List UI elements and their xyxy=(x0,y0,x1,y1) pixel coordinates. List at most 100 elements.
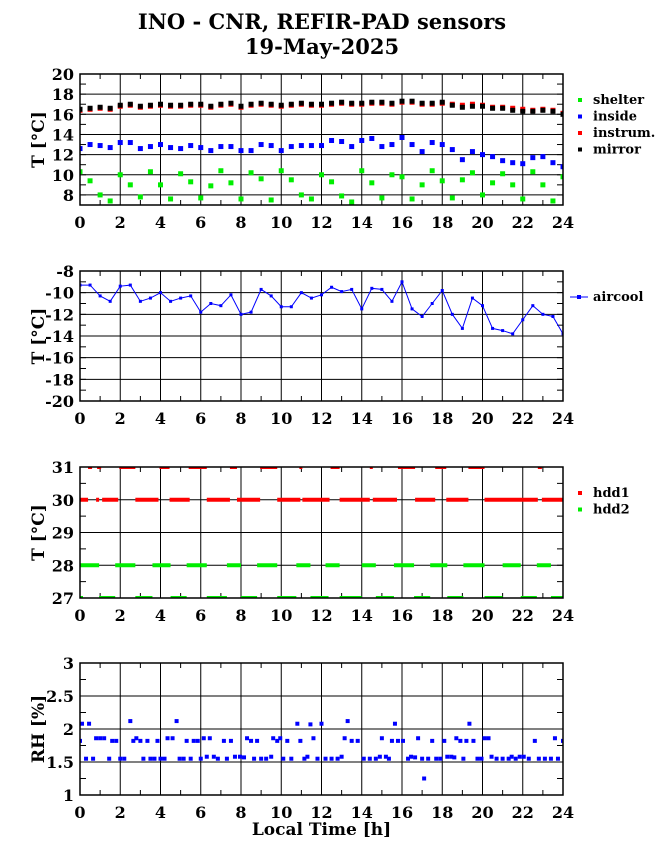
data-point xyxy=(178,171,184,177)
data-point xyxy=(329,138,335,144)
x-tick-label: 14 xyxy=(351,803,373,822)
data-segment xyxy=(484,596,503,598)
data-point xyxy=(409,142,415,148)
data-point xyxy=(298,738,303,743)
data-point xyxy=(137,194,143,200)
data-point xyxy=(470,296,474,300)
data-point xyxy=(245,736,250,741)
x-tick-label: 12 xyxy=(310,606,332,625)
data-point xyxy=(184,738,189,743)
data-point xyxy=(339,99,345,105)
legend-marker xyxy=(578,147,582,152)
data-point xyxy=(373,756,378,761)
x-tick-label: 14 xyxy=(351,606,373,625)
data-point xyxy=(232,754,237,759)
x-tick-label: 8 xyxy=(235,213,246,232)
data-point xyxy=(486,736,491,741)
data-point xyxy=(548,756,553,761)
data-point xyxy=(552,736,557,741)
data-point xyxy=(128,719,133,724)
data-point xyxy=(288,101,294,107)
data-point xyxy=(107,145,113,151)
data-point xyxy=(198,101,204,107)
data-point xyxy=(520,108,526,114)
x-tick-label: 6 xyxy=(195,409,206,428)
data-point xyxy=(97,143,103,149)
data-point xyxy=(80,738,82,743)
data-point xyxy=(323,756,328,761)
y-tick-label: -12 xyxy=(45,305,74,324)
panel-2: -20-18-16-14-12-10-80 2 4 6 8 10 12 14 16 18 20 22 2… xyxy=(29,262,643,428)
data-point xyxy=(168,102,174,108)
data-point xyxy=(480,192,485,198)
data-point xyxy=(420,756,425,761)
data-point xyxy=(87,142,93,148)
data-point xyxy=(138,738,143,743)
y-tick-label: 28 xyxy=(52,556,74,575)
data-point xyxy=(275,738,280,743)
data-point xyxy=(204,754,209,759)
data-point xyxy=(195,738,200,743)
data-segment xyxy=(361,563,376,568)
data-point xyxy=(269,294,273,298)
data-point xyxy=(215,756,220,761)
data-point xyxy=(107,198,113,204)
data-segment xyxy=(310,596,329,598)
data-point xyxy=(228,180,234,186)
data-point xyxy=(147,102,153,108)
x-tick-label: 8 xyxy=(235,409,246,428)
data-point xyxy=(117,172,123,178)
x-tick-label: 24 xyxy=(552,409,574,428)
data-point xyxy=(302,756,307,761)
data-point xyxy=(501,329,505,333)
data-point xyxy=(540,107,546,113)
data-segment xyxy=(135,596,153,598)
data-point xyxy=(80,721,85,726)
series-inside xyxy=(80,134,563,170)
data-point xyxy=(540,182,546,188)
x-tick-label: 0 xyxy=(74,606,85,625)
data-point xyxy=(551,315,555,318)
x-tick-label: 14 xyxy=(351,213,373,232)
data-point xyxy=(561,738,563,743)
data-point xyxy=(298,143,304,149)
x-tick-label: 20 xyxy=(471,409,493,428)
x-tick-label: 4 xyxy=(155,803,166,822)
legend-entry: hdd1 xyxy=(578,486,630,501)
x-tick-label: 22 xyxy=(512,803,534,822)
data-point xyxy=(469,170,475,176)
data-point xyxy=(467,721,472,726)
data-point xyxy=(500,756,505,761)
data-point xyxy=(359,100,365,106)
legend-marker xyxy=(578,491,582,495)
plot-frame xyxy=(79,270,564,402)
y-tick-label: 3 xyxy=(63,654,74,673)
data-point xyxy=(345,719,350,724)
y-tick-label: -14 xyxy=(45,327,74,346)
data-point xyxy=(114,738,119,743)
data-point xyxy=(141,756,146,761)
data-point xyxy=(228,144,234,150)
y-tick-label: 29 xyxy=(52,524,74,543)
legend-entry: aircool xyxy=(570,290,643,305)
data-point xyxy=(445,754,450,759)
x-tick-label: 24 xyxy=(552,803,574,822)
data-point xyxy=(438,756,443,761)
series-hdd1 xyxy=(80,467,563,502)
legend-entry: inside xyxy=(578,110,637,125)
data-point xyxy=(401,738,406,743)
data-point xyxy=(379,144,385,150)
data-point xyxy=(449,754,454,759)
data-point xyxy=(117,140,123,146)
data-point xyxy=(122,756,127,761)
data-point xyxy=(169,299,173,303)
data-point xyxy=(359,168,365,174)
data-point xyxy=(308,143,314,149)
x-tick-label: 12 xyxy=(310,409,332,428)
chart-subtitle: 19-May-2025 xyxy=(245,34,399,59)
data-point xyxy=(219,304,223,308)
data-segment xyxy=(206,596,227,598)
legend-label: instrum. xyxy=(593,126,655,141)
data-point xyxy=(218,168,224,174)
data-point xyxy=(165,736,170,741)
